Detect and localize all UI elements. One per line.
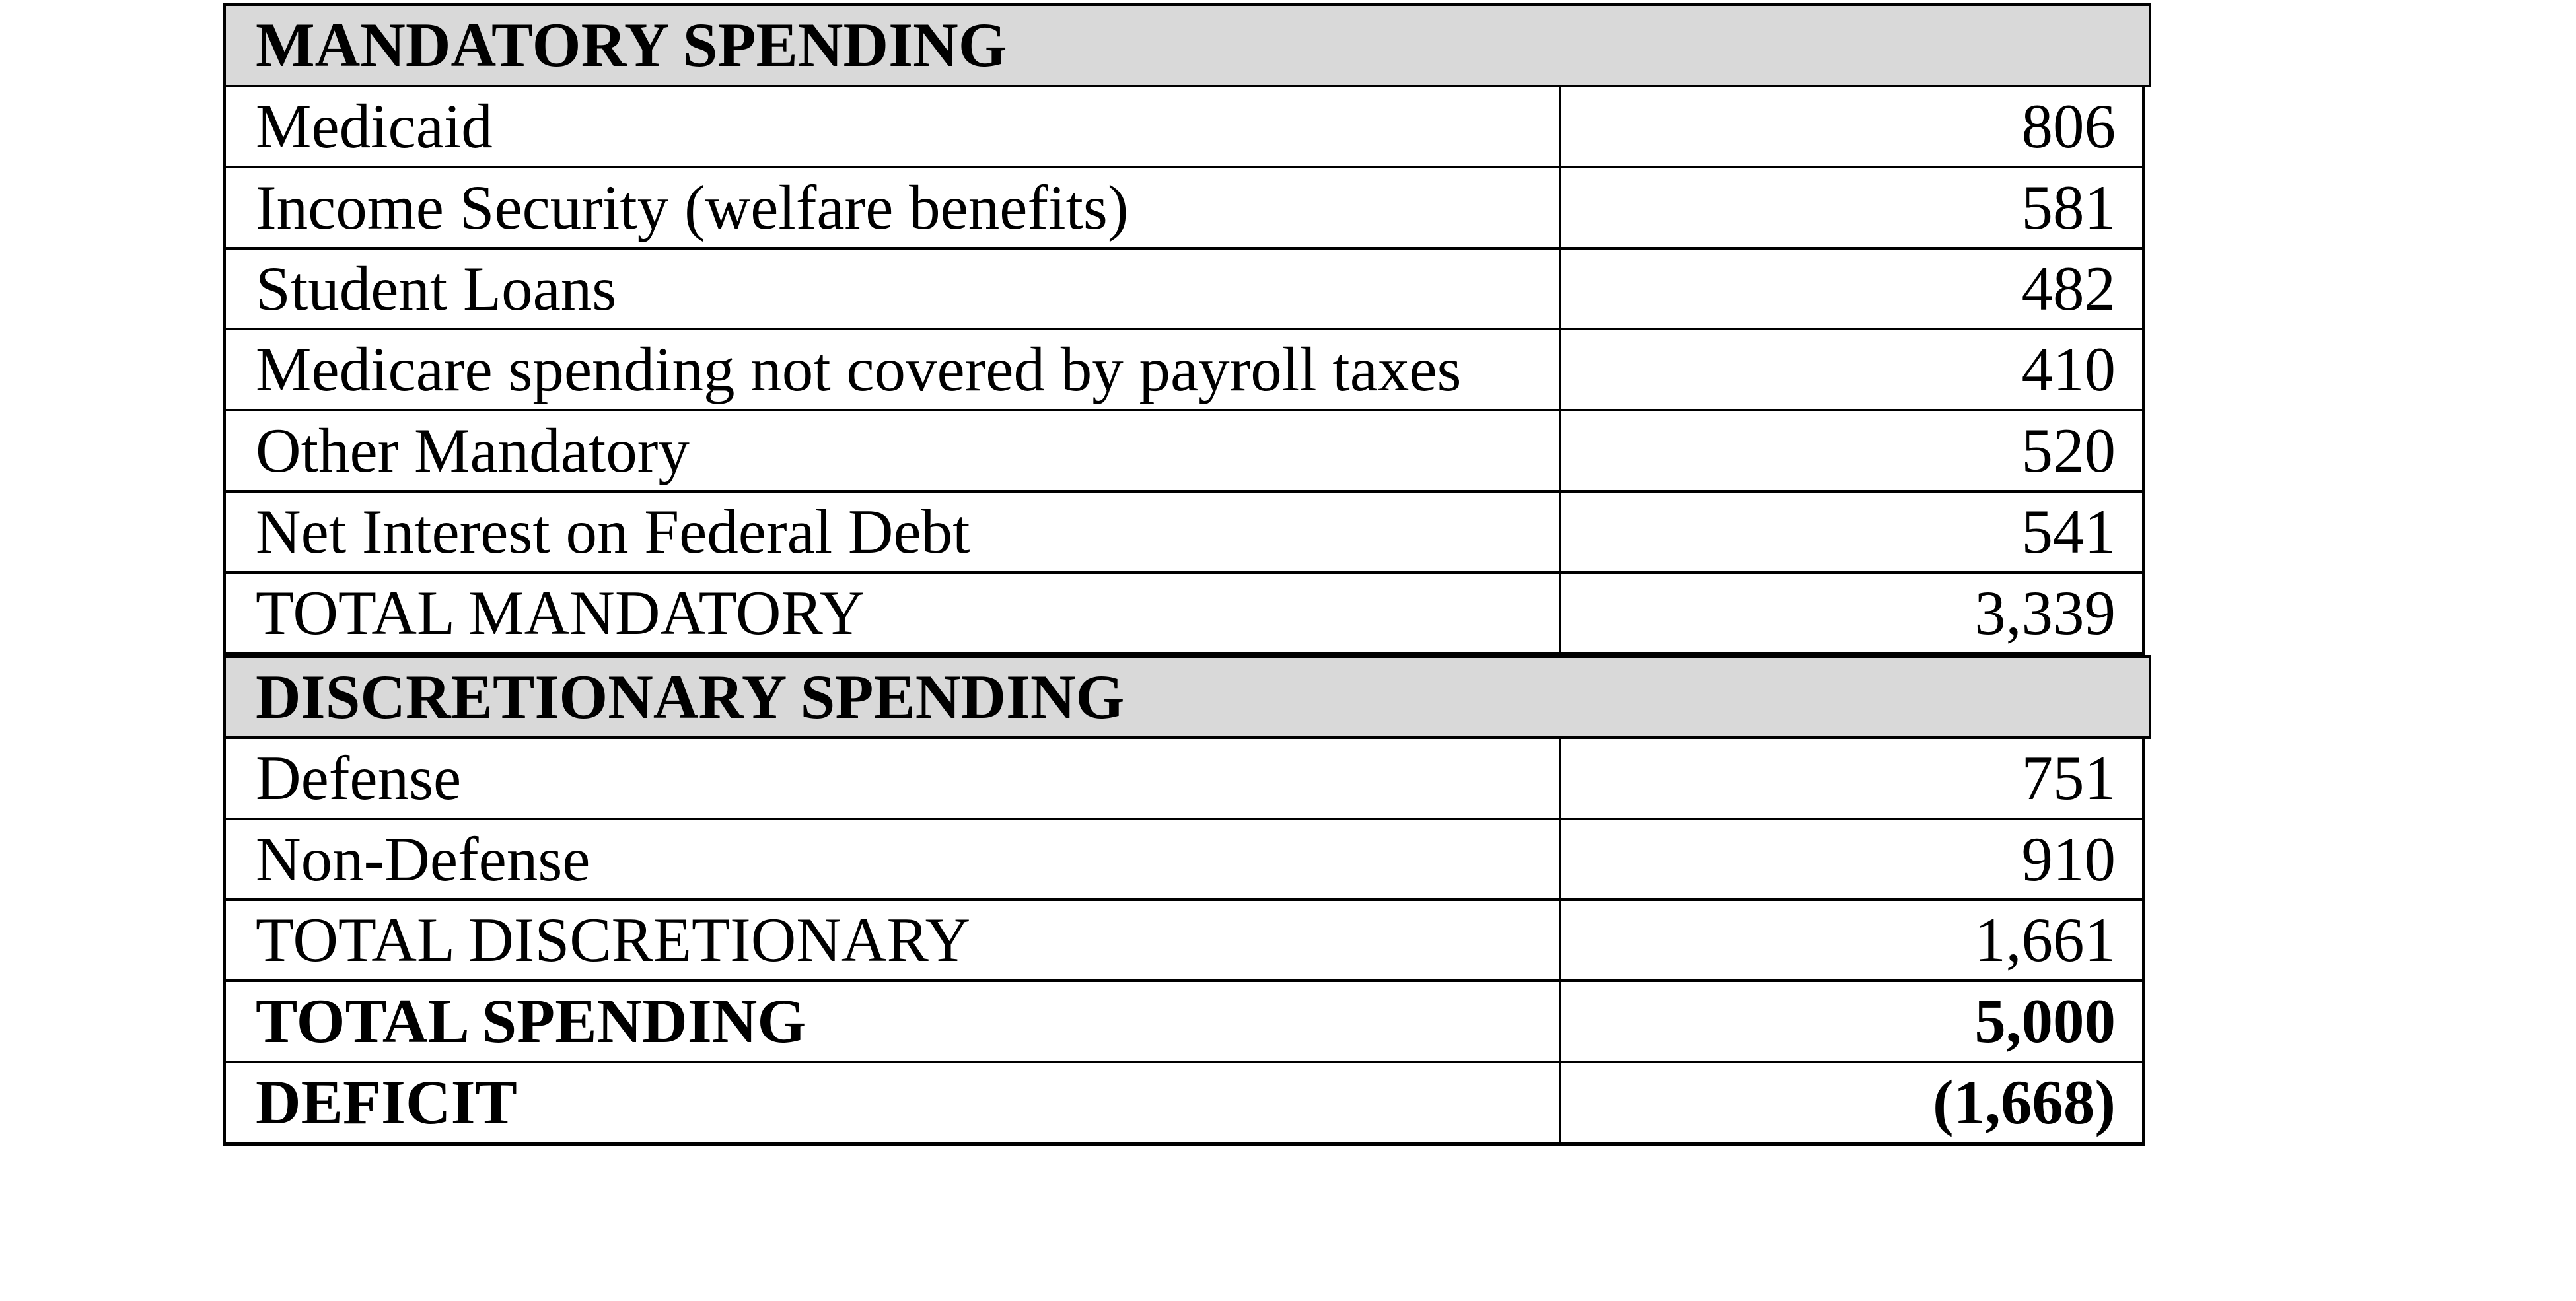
row-label: Defense (226, 738, 1561, 818)
spending-table: MANDATORY SPENDING Medicaid 806 Income S… (223, 3, 2151, 1146)
row-value: 482 (2021, 253, 2116, 324)
row-value: 581 (2021, 172, 2116, 242)
row-value: 806 (2021, 90, 2116, 161)
table-row-non-defense: Non-Defense 910 (226, 820, 2145, 901)
row-value: 541 (2021, 497, 2116, 567)
row-label: Net Interest on Federal Debt (226, 493, 1561, 572)
section-label: MANDATORY SPENDING (256, 9, 1007, 80)
table-row-deficit: DEFICIT (1,668) (226, 1063, 2145, 1146)
table-row-defense: Defense 751 (226, 738, 2145, 820)
row-value: (1,668) (1932, 1067, 2116, 1138)
row-value: 5,000 (1974, 986, 2116, 1057)
table-row-other-mandatory: Other Mandatory 520 (226, 411, 2145, 493)
row-label: DEFICIT (226, 1063, 1561, 1143)
row-value: 3,339 (1974, 577, 2116, 648)
row-label: Other Mandatory (226, 411, 1561, 491)
row-label: Medicare spending not covered by payroll… (226, 330, 1561, 409)
row-value: 910 (2021, 824, 2116, 894)
section-label: DISCRETIONARY SPENDING (256, 661, 1125, 732)
table-row-total-mandatory: TOTAL MANDATORY 3,339 (226, 574, 2145, 655)
row-label: TOTAL SPENDING (226, 982, 1561, 1061)
row-value: 520 (2021, 415, 2116, 486)
row-label: TOTAL DISCRETIONARY (226, 901, 1561, 980)
table-row-medicaid: Medicaid 806 (226, 87, 2145, 168)
section-header-row-discretionary: DISCRETIONARY SPENDING (226, 654, 2151, 739)
row-label: Non-Defense (226, 820, 1561, 899)
table-row-total-discretionary: TOTAL DISCRETIONARY 1,661 (226, 901, 2145, 983)
row-value: 410 (2021, 334, 2116, 405)
row-label: Student Loans (226, 249, 1561, 328)
row-label: Medicaid (226, 87, 1561, 166)
table-row-medicare: Medicare spending not covered by payroll… (226, 330, 2145, 412)
section-header-row-mandatory: MANDATORY SPENDING (226, 3, 2151, 87)
table-row-total-spending: TOTAL SPENDING 5,000 (226, 982, 2145, 1064)
table-row-net-interest: Net Interest on Federal Debt 541 (226, 493, 2145, 575)
table-row-income-security: Income Security (welfare benefits) 581 (226, 168, 2145, 250)
row-value: 1,661 (1974, 905, 2116, 975)
row-value: 751 (2021, 742, 2116, 813)
row-label: TOTAL MANDATORY (226, 574, 1561, 652)
row-label: Income Security (welfare benefits) (226, 168, 1561, 247)
table-row-student-loans: Student Loans 482 (226, 249, 2145, 331)
